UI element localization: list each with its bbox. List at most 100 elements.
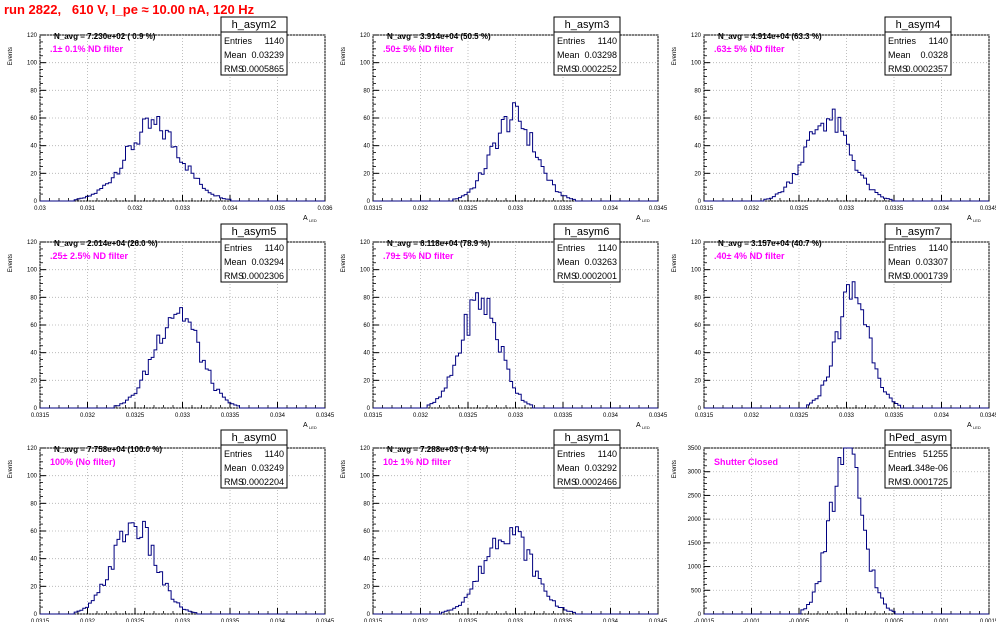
x-tick-label: 0.034 [934, 413, 950, 419]
x-tick-label: 0.032 [413, 413, 429, 419]
y-tick-label: 0 [367, 406, 371, 412]
x-tick-label: -0.0005 [789, 619, 810, 622]
x-axis-label-subscript: LED [309, 218, 317, 223]
pad-h_asym2: 0.03 0.031 0.032 0.033 0.034 0.035 0.036 0 20 40 6… [8, 16, 333, 223]
filter-label: 10± 1% ND filter [383, 457, 451, 467]
x-tick-label: 0.032 [80, 413, 96, 419]
stats-value: 1140 [598, 449, 617, 459]
x-axis-label-subscript: LED [973, 218, 981, 223]
y-tick-label: 100 [27, 474, 38, 480]
x-tick-label: 0.033 [839, 206, 855, 212]
x-tick-label: 0.0335 [221, 619, 240, 622]
y-tick-label: 80 [694, 88, 701, 94]
x-tick-label: 0.033 [175, 619, 191, 622]
y-tick-label: 100 [691, 268, 702, 274]
stats-label: Mean [557, 50, 580, 60]
stats-label: Entries [888, 243, 917, 253]
pad-h_asym3: 0.0315 0.032 0.0325 0.033 0.0335 0.034 0.0345 0… [341, 16, 668, 223]
stats-label: Entries [888, 36, 917, 46]
y-tick-label: 40 [30, 557, 37, 563]
x-axis-label: A [303, 422, 308, 429]
n-avg-label: N_avg = 2.014e+04 (26.0 %) [54, 239, 158, 248]
histogram-name: hPed_asym [889, 432, 947, 444]
y-tick-label: 120 [360, 446, 371, 452]
filter-label: .50± 5% ND filter [383, 44, 454, 54]
stats-label: Mean [557, 463, 580, 473]
x-tick-label: 0.034 [603, 619, 619, 622]
x-axis-label-subscript: LED [642, 425, 650, 430]
y-tick-label: 0 [698, 199, 702, 205]
x-tick-label: 0.033 [175, 206, 191, 212]
histogram-line [40, 307, 325, 409]
stats-value: 1140 [929, 243, 948, 253]
x-tick-label: 0.0315 [364, 619, 383, 622]
x-tick-label: 0.032 [80, 619, 96, 622]
y-tick-label: 20 [363, 584, 370, 590]
x-tick-label: 0.0315 [364, 206, 383, 212]
stats-label: RMS [557, 64, 577, 74]
x-tick-label: 0.0315 [695, 413, 714, 419]
stats-value: 0.0005865 [241, 64, 284, 74]
stats-label: Mean [888, 463, 911, 473]
y-tick-label: 100 [360, 61, 371, 67]
y-tick-label: 0 [34, 199, 38, 205]
x-tick-label: 0 [845, 619, 849, 622]
x-tick-label: 0.0335 [554, 413, 573, 419]
stats-box [553, 429, 621, 489]
stats-label: RMS [557, 271, 577, 281]
y-tick-label: 80 [363, 295, 370, 301]
y-axis-label: Events [8, 460, 14, 478]
y-axis-label: Events [8, 254, 14, 272]
x-tick-label: 0.0005 [885, 619, 904, 622]
x-axis-label: A [303, 215, 308, 222]
pad-h_asym7: 0.0315 0.032 0.0325 0.033 0.0335 0.034 0.0345 0… [672, 223, 996, 430]
y-tick-label: 20 [694, 171, 701, 177]
y-tick-label: 1500 [688, 541, 702, 547]
y-tick-label: 120 [360, 240, 371, 246]
x-tick-label: 0.0325 [126, 619, 145, 622]
y-tick-label: 100 [27, 61, 38, 67]
y-tick-label: 2000 [688, 517, 702, 523]
x-tick-label: 0.034 [603, 413, 619, 419]
x-tick-label: 0.033 [508, 206, 524, 212]
y-tick-label: 40 [694, 144, 701, 150]
x-axis-label-subscript: LED [642, 218, 650, 223]
pad-h_asym0: 0.0315 0.032 0.0325 0.033 0.0335 0.034 0.0345 0… [8, 429, 335, 622]
stats-label: RMS [224, 271, 244, 281]
stats-box [884, 429, 952, 489]
stats-label: Entries [888, 449, 917, 459]
stats-label: RMS [888, 271, 908, 281]
y-tick-label: 100 [691, 61, 702, 67]
y-tick-label: 40 [30, 351, 37, 357]
x-tick-label: 0.001 [934, 619, 950, 622]
x-tick-label: 0.032 [413, 206, 429, 212]
x-tick-label: 0.0325 [126, 413, 145, 419]
y-tick-label: 0 [698, 612, 702, 618]
filter-label: .1± 0.1% ND filter [50, 44, 123, 54]
y-tick-label: 80 [30, 501, 37, 507]
x-tick-label: 0.0335 [885, 206, 904, 212]
stats-value: 0.0002252 [574, 64, 617, 74]
y-axis-label: Events [672, 254, 678, 272]
filter-label: 100% (No filter) [50, 457, 116, 467]
y-tick-label: 20 [30, 584, 37, 590]
stats-value: 0.03263 [584, 257, 617, 267]
y-tick-label: 0 [367, 612, 371, 618]
stats-label: RMS [888, 477, 908, 487]
stats-box [553, 223, 621, 283]
stats-value: 0.03294 [251, 257, 284, 267]
x-tick-label: 0.0345 [649, 206, 668, 212]
y-tick-label: 80 [363, 88, 370, 94]
stats-value: 1140 [598, 243, 617, 253]
stats-value: 0.0001739 [905, 271, 948, 281]
x-tick-label: 0.032 [744, 413, 760, 419]
y-tick-label: 120 [360, 33, 371, 39]
run-title: run 2822, 610 V, I_pe ≈ 10.00 nA, 120 Hz [4, 2, 255, 17]
y-tick-label: 60 [694, 323, 701, 329]
pad-h_asym6: 0.0315 0.032 0.0325 0.033 0.0335 0.034 0.0345 0… [341, 223, 668, 430]
x-tick-label: 0.0315 [31, 413, 50, 419]
y-tick-label: 100 [27, 268, 38, 274]
stats-label: Mean [888, 50, 911, 60]
x-tick-label: 0.034 [270, 413, 286, 419]
y-tick-label: 3000 [688, 470, 702, 476]
